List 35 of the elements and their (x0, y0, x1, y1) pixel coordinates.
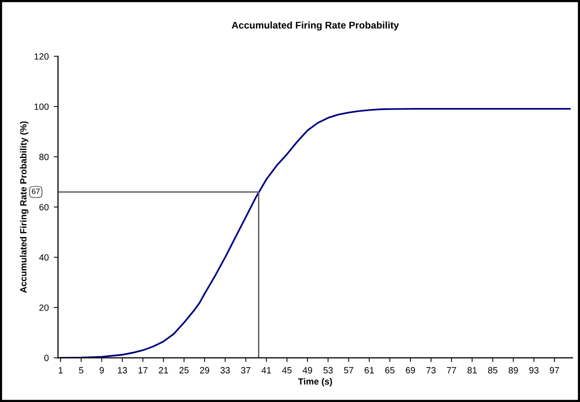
y-tick-label: 120 (34, 53, 49, 60)
x-tick-label: 77 (447, 367, 456, 374)
x-tick-label: 57 (344, 367, 354, 374)
x-tick-label: 29 (200, 367, 210, 374)
x-tick-label: 97 (550, 367, 560, 374)
y-tick-label: 40 (39, 254, 49, 261)
x-tick-label: 61 (364, 367, 374, 374)
x-axis-title: Time (s) (298, 378, 332, 386)
x-tick-label: 85 (488, 367, 498, 374)
x-tick-label: 17 (138, 367, 148, 374)
x-tick-label: 21 (158, 367, 168, 374)
y-tick-label: 60 (39, 204, 49, 210)
x-tick-label: 73 (426, 367, 436, 374)
y-tick-label: 20 (39, 304, 49, 311)
x-tick-label: 93 (529, 367, 538, 374)
y-tick-label: 0 (44, 354, 49, 362)
x-tick-label: 45 (282, 367, 292, 374)
x-tick-label: 89 (508, 367, 518, 374)
x-tick-label: 41 (262, 367, 271, 374)
y-tick-label: 100 (34, 103, 49, 110)
x-tick-label: 53 (323, 367, 333, 374)
x-tick-label: 1 (58, 367, 63, 374)
x-tick-label: 5 (79, 367, 84, 374)
x-tick-label: 65 (385, 367, 394, 374)
y-tick-label: 80 (39, 154, 49, 160)
x-tick-label: 25 (179, 367, 189, 374)
x-tick-label: 81 (468, 367, 477, 374)
x-tick-label: 69 (406, 367, 415, 374)
x-tick-label: 49 (302, 367, 312, 374)
x-tick-label: 37 (241, 367, 250, 374)
x-tick-label: 33 (220, 367, 230, 374)
y-axis-title: Accumulated Firing Rate Probability (%) (20, 121, 28, 293)
chart-title: Accumulated Firing Rate Probability (232, 21, 399, 31)
x-tick-label: 13 (118, 367, 127, 374)
x-tick-label: 9 (100, 367, 104, 374)
